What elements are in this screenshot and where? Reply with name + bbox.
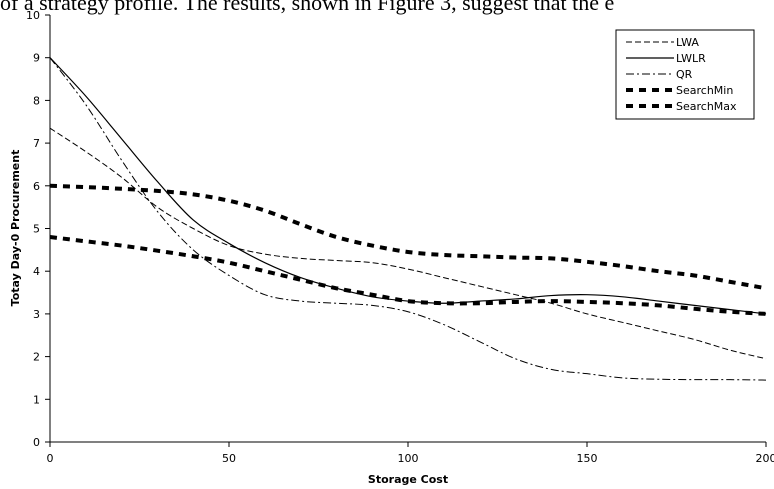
y-tick-label: 1	[33, 393, 40, 406]
x-tick-label: 200	[756, 452, 774, 465]
y-tick-label: 8	[33, 94, 40, 107]
x-axis: 0 50 100 150 200	[47, 442, 774, 465]
y-tick-label: 6	[33, 180, 40, 193]
legend-label-qr: QR	[676, 68, 693, 81]
legend-label-lwa: LWA	[676, 36, 699, 49]
y-tick-label: 2	[33, 351, 40, 364]
x-tick-label: 150	[577, 452, 598, 465]
series-line-searchmin	[49, 235, 767, 316]
legend-label-searchmax: SearchMax	[676, 100, 737, 113]
x-axis-title: Storage Cost	[368, 473, 448, 486]
legend-label-lwlr: LWLR	[676, 52, 706, 65]
series-layer	[49, 57, 767, 381]
x-tick-label: 100	[398, 452, 419, 465]
y-tick-label: 9	[33, 52, 40, 65]
y-axis: 0 1 2 3 4 5 6 7 8 9 10	[26, 9, 50, 449]
y-axis-title: Totay Day-0 Procurement	[9, 150, 22, 307]
y-tick-label: 5	[33, 223, 40, 236]
y-tick-label: 0	[33, 436, 40, 449]
x-tick-label: 0	[47, 452, 54, 465]
y-tick-label: 3	[33, 308, 40, 321]
y-tick-label: 10	[26, 9, 40, 22]
legend-label-searchmin: SearchMin	[676, 84, 733, 97]
header-text-fragment: of a strategy profile. The results, show…	[0, 0, 615, 15]
y-tick-label: 4	[33, 265, 40, 278]
series-line-searchmax	[49, 183, 767, 291]
x-tick-label: 50	[222, 452, 236, 465]
legend: LWA LWLR QR SearchMin SearchMax	[615, 29, 755, 120]
series-line-qr	[49, 57, 767, 381]
y-tick-label: 7	[33, 137, 40, 150]
series-line-lwa	[49, 127, 767, 360]
